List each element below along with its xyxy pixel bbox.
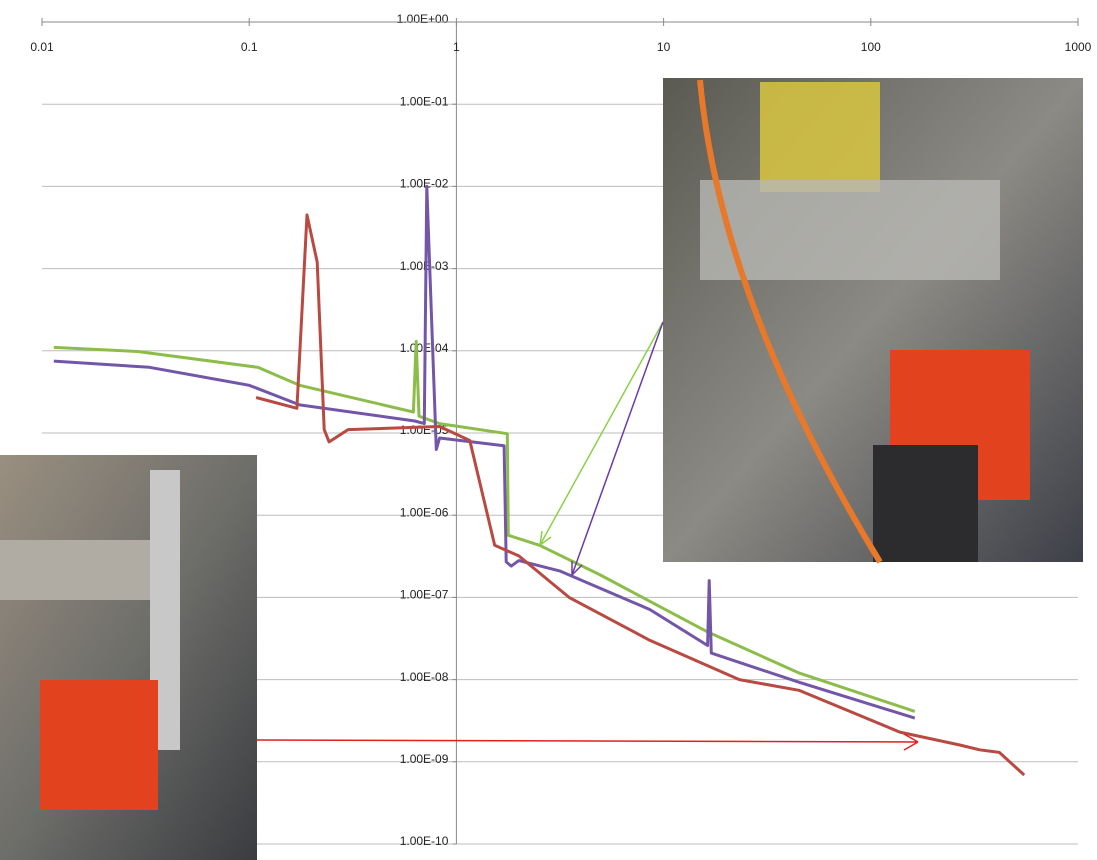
chart: 1.00E+001.00E-011.00E-021.00E-031.00E-04… xyxy=(0,0,1097,860)
arrow-head xyxy=(540,531,551,545)
photo-insets xyxy=(0,78,1083,860)
arrow xyxy=(257,740,918,742)
photo-detail xyxy=(40,680,158,810)
y-tick-label: 1.00E+00 xyxy=(397,12,449,26)
y-tick-label: 1.00E-08 xyxy=(400,670,449,684)
y-tick-label: 1.00E-06 xyxy=(400,505,449,519)
photo-detail xyxy=(760,82,880,192)
x-tick-label: 1 xyxy=(453,40,460,54)
x-tick-label: 1000 xyxy=(1065,40,1092,54)
x-tick-label: 100 xyxy=(861,40,881,54)
arrow xyxy=(572,322,663,575)
y-tick-label: 1.00E-09 xyxy=(400,752,449,766)
y-tick-label: 1.00E-02 xyxy=(400,177,449,191)
photo-detail xyxy=(700,180,1000,280)
y-tick-label: 1.00E-10 xyxy=(400,834,449,848)
x-tick-label: 0.1 xyxy=(241,40,258,54)
photo-detail xyxy=(873,445,978,562)
x-tick-label: 0.01 xyxy=(30,40,54,54)
y-tick-label: 1.00E-01 xyxy=(400,94,449,108)
photo-detail xyxy=(0,540,160,600)
y-tick-label: 1.00E-07 xyxy=(400,588,449,602)
y-tick-label: 1.00E-03 xyxy=(400,259,449,273)
x-tick-label: 10 xyxy=(657,40,671,54)
